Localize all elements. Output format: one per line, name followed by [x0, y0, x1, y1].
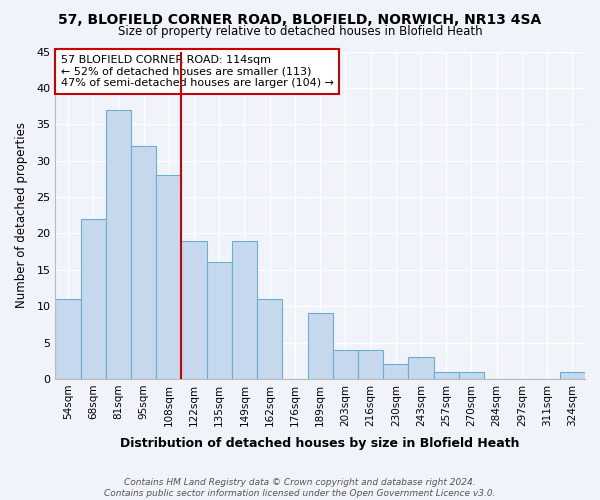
- Bar: [106, 110, 131, 379]
- X-axis label: Distribution of detached houses by size in Blofield Heath: Distribution of detached houses by size …: [121, 437, 520, 450]
- Text: 57 BLOFIELD CORNER ROAD: 114sqm
← 52% of detached houses are smaller (113)
47% o: 57 BLOFIELD CORNER ROAD: 114sqm ← 52% of…: [61, 55, 334, 88]
- Bar: [358, 350, 383, 379]
- Bar: [181, 240, 206, 379]
- Bar: [80, 219, 106, 379]
- Bar: [409, 357, 434, 379]
- Bar: [383, 364, 409, 379]
- Text: Size of property relative to detached houses in Blofield Heath: Size of property relative to detached ho…: [118, 25, 482, 38]
- Y-axis label: Number of detached properties: Number of detached properties: [15, 122, 28, 308]
- Bar: [560, 372, 585, 379]
- Bar: [55, 299, 80, 379]
- Bar: [459, 372, 484, 379]
- Bar: [257, 299, 283, 379]
- Bar: [206, 262, 232, 379]
- Bar: [156, 175, 181, 379]
- Bar: [434, 372, 459, 379]
- Bar: [232, 240, 257, 379]
- Bar: [333, 350, 358, 379]
- Text: 57, BLOFIELD CORNER ROAD, BLOFIELD, NORWICH, NR13 4SA: 57, BLOFIELD CORNER ROAD, BLOFIELD, NORW…: [58, 12, 542, 26]
- Bar: [131, 146, 156, 379]
- Text: Contains HM Land Registry data © Crown copyright and database right 2024.
Contai: Contains HM Land Registry data © Crown c…: [104, 478, 496, 498]
- Bar: [308, 314, 333, 379]
